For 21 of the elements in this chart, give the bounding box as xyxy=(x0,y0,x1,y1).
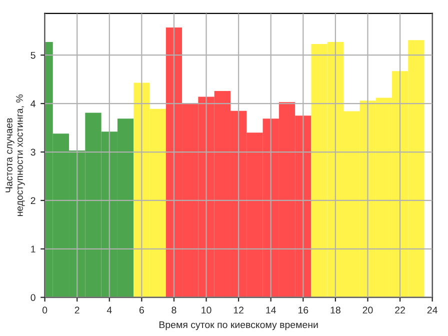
y-tick-label: 1 xyxy=(31,246,36,252)
x-tick-label: 4 xyxy=(106,306,112,314)
x-tick-label: 20 xyxy=(362,306,373,314)
x-tick-label: 12 xyxy=(234,306,244,314)
y-tick-label: 2 xyxy=(30,197,36,204)
y-tick-label: 4 xyxy=(30,100,36,108)
x-tick-label: 24 xyxy=(427,306,438,314)
x-tick-label: 16 xyxy=(298,306,308,314)
y-tick-label: 5 xyxy=(30,52,36,59)
x-tick-label: 14 xyxy=(266,306,276,314)
x-tick-label: 18 xyxy=(330,306,340,314)
x-tick-label: 2 xyxy=(74,306,80,314)
x-tick-label: 6 xyxy=(139,306,144,314)
x-tick-label: 22 xyxy=(395,306,405,314)
x-tick-label: 8 xyxy=(172,306,176,314)
x-tick-label: 10 xyxy=(202,306,212,314)
x-axis-title: Время суток по киевскому времени xyxy=(159,321,318,330)
y-tick-label: 0 xyxy=(30,294,36,301)
y-tick-label: 3 xyxy=(30,148,36,156)
y-axis-title: Частота случаев недоступности хостинга, % xyxy=(6,94,25,216)
x-tick-label: 0 xyxy=(42,306,48,314)
